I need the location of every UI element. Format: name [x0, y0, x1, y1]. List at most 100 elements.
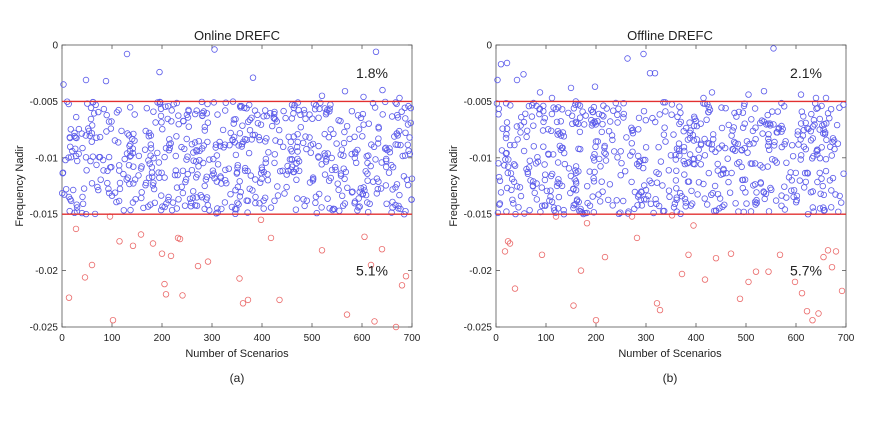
- scatter-point-inside: [556, 142, 563, 150]
- scatter-point-inside: [246, 126, 254, 134]
- scatter-point-inside: [280, 107, 287, 115]
- scatter-point-inside: [111, 137, 119, 144]
- scatter-point-inside: [514, 136, 521, 143]
- scatter-point-inside: [246, 185, 253, 192]
- scatter-point-inside: [179, 117, 187, 125]
- scatter-point-inside: [335, 117, 342, 124]
- scatter-point-inside: [142, 181, 149, 189]
- scatter-point-inside: [124, 130, 131, 137]
- scatter-point-inside: [816, 154, 824, 162]
- scatter-point-inside: [82, 132, 89, 139]
- scatter-point-inside: [831, 145, 838, 153]
- scatter-point-inside: [740, 102, 748, 110]
- scatter-point-below: [668, 212, 676, 219]
- scatter-point-inside: [816, 205, 824, 212]
- scatter-point-inside: [120, 207, 127, 214]
- scatter-point-inside: [163, 200, 170, 207]
- scatter-point-inside: [661, 99, 669, 106]
- scatter-point-above: [822, 94, 830, 102]
- scatter-point-inside: [824, 110, 832, 117]
- scatter-point-inside: [106, 164, 114, 171]
- scatter-point-below: [501, 248, 509, 255]
- scatter-point-inside: [567, 172, 575, 180]
- scatter-point-below: [257, 216, 265, 223]
- scatter-point-inside: [704, 201, 711, 208]
- scatter-point-below: [167, 252, 175, 260]
- scatter-point-inside: [190, 157, 197, 164]
- scatter-point-inside: [690, 137, 697, 144]
- scatter-point-inside: [226, 141, 233, 149]
- scatter-point-inside: [385, 169, 393, 176]
- scatter-point-inside: [739, 184, 746, 192]
- scatter-point-inside: [144, 203, 152, 210]
- scatter-point-inside: [827, 105, 835, 113]
- scatter-point-inside: [326, 205, 333, 212]
- x-tick-label: 300: [204, 333, 221, 344]
- scatter-point-inside: [383, 157, 390, 164]
- scatter-point-above: [494, 76, 501, 84]
- scatter-point-inside: [251, 131, 259, 139]
- scatter-point-below: [162, 291, 170, 298]
- x-tick-label: 600: [354, 333, 371, 344]
- scatter-point-inside: [244, 167, 251, 175]
- scatter-point-below: [276, 296, 283, 304]
- scatter-point-inside: [681, 147, 688, 155]
- scatter-point-inside: [557, 132, 565, 139]
- y-tick-label: 0: [52, 41, 58, 52]
- scatter-point-inside: [793, 192, 801, 200]
- scatter-point-inside: [354, 146, 361, 154]
- scatter-point-inside: [788, 177, 795, 184]
- scatter-point-inside: [779, 125, 786, 133]
- scatter-point-below: [367, 261, 375, 269]
- scatter-point-inside: [214, 111, 221, 118]
- scatter-point-inside: [820, 120, 828, 128]
- scatter-point-inside: [686, 129, 694, 137]
- scatter-point-inside: [802, 119, 809, 127]
- scatter-point-inside: [301, 202, 308, 210]
- scatter-point-below: [244, 296, 252, 304]
- scatter-point-inside: [199, 159, 207, 167]
- scatter-point-inside: [816, 115, 823, 123]
- scatter-point-inside: [169, 199, 177, 206]
- scatter-point-inside: [618, 159, 625, 167]
- scatter-point-inside: [245, 149, 253, 157]
- scatter-point-inside: [323, 156, 330, 163]
- scatter-point-below: [736, 295, 744, 302]
- scatter-point-inside: [820, 204, 827, 211]
- scatter-point-inside: [565, 165, 573, 172]
- scatter-point-inside: [675, 140, 683, 147]
- scatter-point-inside: [554, 131, 561, 138]
- scatter-point-inside: [673, 185, 680, 192]
- scatter-point-inside: [73, 201, 80, 208]
- scatter-point-inside: [193, 146, 200, 154]
- scatter-point-inside: [230, 120, 237, 127]
- scatter-point-inside: [196, 156, 203, 164]
- scatter-point-inside: [297, 123, 304, 131]
- scatter-point-inside: [175, 112, 182, 119]
- scatter-point-inside: [262, 159, 269, 166]
- scatter-point-inside: [322, 110, 330, 118]
- scatter-point-inside: [538, 184, 545, 191]
- scatter-point-inside: [373, 190, 380, 197]
- scatter-point-inside: [529, 182, 537, 189]
- scatter-point-inside: [771, 138, 778, 146]
- scatter-point-inside: [617, 148, 624, 155]
- scatter-point-inside: [270, 114, 277, 122]
- scatter-point-inside: [191, 139, 199, 146]
- scatter-point-inside: [372, 156, 379, 163]
- scatter-point-inside: [249, 131, 256, 139]
- scatter-point-inside: [125, 161, 133, 169]
- scatter-point-inside: [389, 186, 396, 193]
- scatter-point-inside: [620, 114, 627, 121]
- scatter-point-inside: [321, 150, 328, 157]
- scatter-point-inside: [168, 118, 175, 125]
- scatter-point-inside: [293, 176, 300, 183]
- scatter-point-inside: [743, 138, 751, 145]
- y-tick-label: -0.015: [30, 210, 59, 221]
- scatter-point-inside: [526, 206, 533, 214]
- scatter-point-inside: [115, 106, 122, 114]
- y-tick-label: -0.005: [30, 97, 59, 108]
- scatter-point-inside: [237, 188, 244, 196]
- scatter-point-inside: [503, 149, 510, 157]
- scatter-point-above: [640, 50, 647, 58]
